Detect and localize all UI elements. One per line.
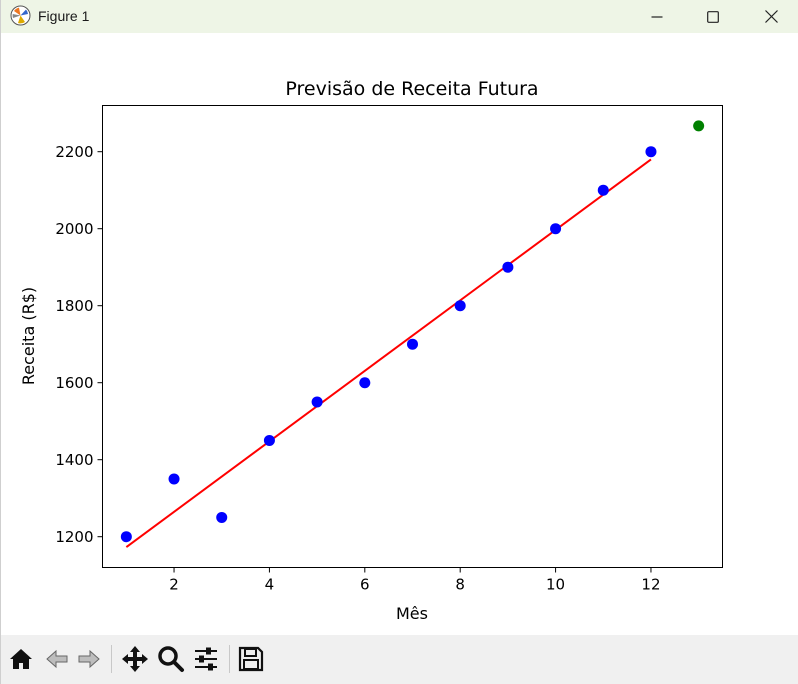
home-button[interactable] (5, 643, 37, 675)
x-tick-label: 4 (265, 576, 275, 594)
data-point (407, 338, 418, 350)
zoom-button[interactable] (155, 643, 187, 675)
minimize-button[interactable] (629, 0, 685, 33)
window-title: Figure 1 (38, 8, 90, 24)
data-point (502, 261, 514, 273)
x-tick-label: 6 (360, 576, 370, 594)
navigation-toolbar (1, 635, 798, 684)
back-arrow-icon (46, 649, 68, 669)
x-tick-label: 12 (641, 576, 660, 594)
y-tick-label: 1400 (55, 451, 93, 469)
trend-line (125, 158, 652, 548)
data-point (454, 300, 466, 312)
data-point (550, 223, 562, 235)
toolbar-separator (229, 645, 230, 673)
configure-subplots-button[interactable] (190, 643, 222, 675)
floppy-disk-icon (238, 646, 264, 672)
data-point (359, 377, 371, 389)
y-tick-label: 2000 (55, 220, 93, 238)
chart: Previsão de Receita Futura Mês Receita (… (19, 78, 723, 623)
forward-button[interactable] (73, 643, 105, 675)
y-axis-label: Receita (R$) (19, 287, 38, 385)
zoom-icon (158, 646, 184, 672)
data-point (168, 473, 180, 485)
data-point (311, 396, 323, 408)
y-tick-label: 1600 (55, 374, 93, 392)
x-tick-label: 2 (169, 576, 179, 594)
chart-title: Previsão de Receita Futura (285, 78, 538, 100)
move-icon (122, 646, 148, 672)
maximize-button[interactable] (685, 0, 741, 33)
toolbar-separator (111, 645, 112, 673)
data-point (120, 531, 132, 543)
data-point (263, 434, 275, 446)
y-tick-label: 1800 (55, 297, 93, 315)
data-point (597, 184, 609, 196)
forward-arrow-icon (78, 649, 100, 669)
y-tick-label: 2200 (55, 143, 93, 161)
close-button[interactable] (743, 0, 798, 33)
maximize-icon (707, 10, 719, 23)
x-axis-label: Mês (396, 604, 428, 623)
sliders-icon (195, 647, 217, 671)
figure-canvas[interactable]: Previsão de Receita Futura Mês Receita (… (1, 33, 798, 635)
save-button[interactable] (235, 643, 267, 675)
x-tick-label: 10 (546, 576, 565, 594)
home-icon (10, 649, 32, 669)
x-tick-label: 8 (455, 576, 465, 594)
y-tick-label: 1200 (55, 528, 93, 546)
minimize-icon (651, 15, 663, 18)
title-bar[interactable]: Figure 1 (1, 0, 798, 33)
prediction-point (693, 120, 705, 132)
pan-button[interactable] (119, 643, 151, 675)
close-icon (764, 10, 778, 23)
back-button[interactable] (41, 643, 73, 675)
data-point (216, 511, 228, 523)
data-point (645, 146, 657, 158)
matplotlib-figure-icon (10, 5, 31, 26)
